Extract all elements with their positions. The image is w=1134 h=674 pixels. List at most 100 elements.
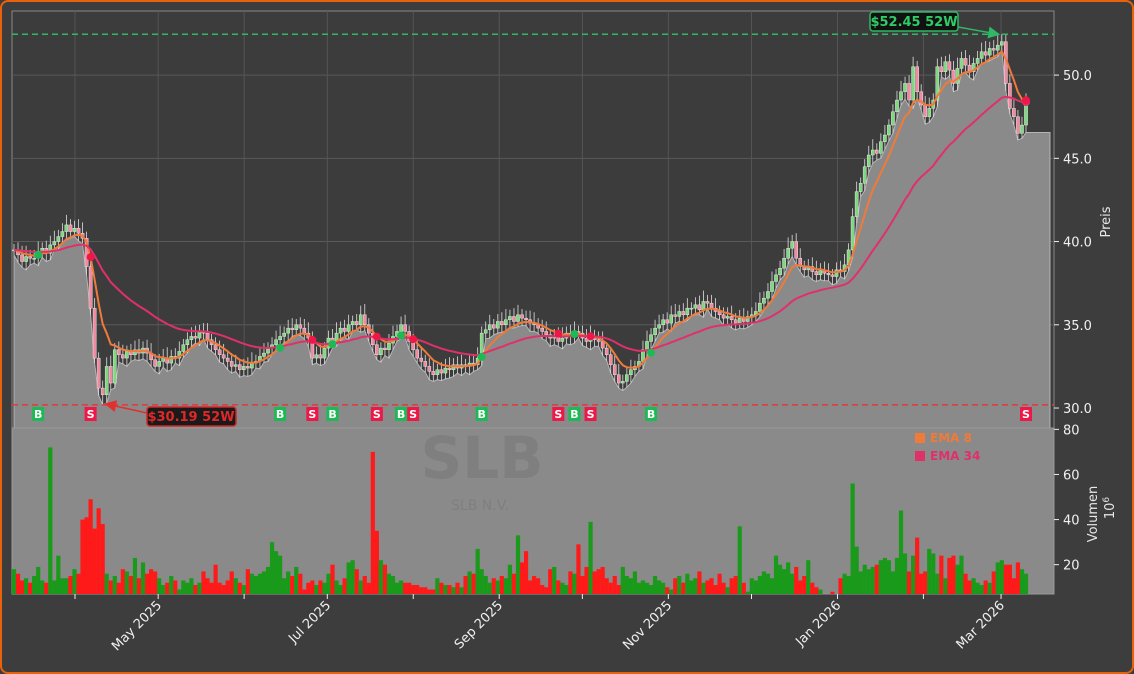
volume-bar	[963, 573, 968, 594]
volume-bar	[15, 573, 21, 594]
volume-bar	[656, 580, 662, 594]
volume-bar	[689, 580, 694, 594]
buy-signal: B	[395, 331, 408, 421]
volume-bar	[612, 575, 617, 594]
volume-bar	[346, 562, 351, 594]
volume-bar	[302, 589, 307, 594]
signal-dot	[477, 352, 486, 361]
signal-dot	[86, 253, 95, 262]
volume-bar	[447, 584, 452, 594]
watermark-company: SLB N.V.	[451, 498, 509, 514]
volume-bar	[987, 582, 992, 594]
volume-bar	[56, 555, 61, 594]
volume-bar	[959, 555, 964, 594]
candle	[237, 358, 242, 378]
volume-bar	[915, 537, 920, 594]
volume-bar	[717, 573, 722, 594]
candle-body	[350, 321, 355, 325]
candle-body	[701, 301, 706, 311]
y-tick-label: 40.0	[1063, 236, 1092, 251]
candle-body	[358, 314, 363, 325]
candle-body	[834, 269, 839, 277]
candle-body	[883, 134, 887, 142]
candle-body	[1024, 103, 1028, 126]
candle	[524, 310, 528, 326]
candle	[286, 319, 290, 342]
candle-body	[278, 336, 282, 340]
candle-body	[608, 354, 613, 365]
candle-body	[818, 269, 823, 276]
volume-bar	[1007, 564, 1012, 594]
candle-body	[242, 366, 246, 370]
volume-bar	[616, 584, 621, 594]
candle-body	[399, 324, 403, 332]
volume-bar	[846, 575, 851, 594]
candle	[1000, 34, 1004, 51]
volume-bar	[354, 569, 359, 594]
y-tick-label: 30.0	[1063, 402, 1092, 417]
candle-body	[1020, 124, 1024, 134]
volume-bar	[991, 571, 996, 594]
volume-bar	[36, 566, 41, 594]
volume-bar	[217, 582, 222, 594]
candle-body	[681, 311, 686, 316]
volume-bar	[326, 573, 331, 594]
volume-bar	[157, 578, 162, 594]
candle-body	[56, 236, 61, 242]
candle-body	[169, 356, 174, 364]
candle	[983, 40, 988, 63]
candle-body	[294, 324, 299, 330]
v-tick-label: 60	[1063, 468, 1080, 483]
candle-body	[854, 191, 859, 217]
y-tick-label: 50.0	[1063, 69, 1092, 84]
candle	[193, 325, 198, 344]
candle-body	[387, 342, 391, 350]
volume-bar	[48, 447, 53, 594]
signal-badge	[326, 407, 339, 421]
volume-bar	[560, 582, 565, 594]
signal-badge	[552, 407, 565, 421]
volume-bar	[983, 580, 988, 594]
candle	[60, 223, 65, 243]
candle	[112, 343, 117, 389]
candle	[1012, 97, 1016, 126]
volume-bar	[584, 566, 589, 594]
volume-bar	[310, 580, 315, 594]
volume-bar	[713, 584, 718, 594]
volume-bar	[338, 584, 343, 594]
candle	[947, 54, 952, 76]
volume-bar	[995, 562, 1000, 594]
volume-bar	[858, 571, 863, 594]
candle	[673, 303, 678, 324]
signal-dot	[276, 343, 285, 352]
candle	[915, 60, 919, 99]
candle-body	[774, 274, 778, 282]
volume-bar	[527, 580, 533, 594]
candle-body	[721, 314, 726, 319]
candle	[544, 321, 549, 341]
candle-body	[189, 336, 194, 340]
candle	[608, 347, 613, 374]
volume-bar	[540, 584, 545, 594]
candle-body	[508, 316, 512, 320]
candle-body	[60, 231, 65, 237]
volume-bar	[253, 575, 259, 594]
volume-bar	[423, 587, 428, 594]
volume-bar	[273, 551, 279, 594]
candle-body	[887, 124, 891, 136]
price-axis-label: Preis	[1099, 206, 1114, 237]
signal-label: S	[308, 408, 316, 421]
candle-body	[354, 321, 359, 325]
volume-bar	[911, 555, 916, 594]
candle	[854, 181, 859, 224]
volume-bar	[854, 546, 859, 594]
candle-body	[112, 349, 117, 384]
candle-body	[830, 274, 835, 277]
candle-body	[596, 339, 601, 342]
signal-badge	[645, 407, 658, 421]
signal-dot	[308, 335, 317, 344]
volume-bar	[455, 582, 460, 594]
candle-body	[435, 369, 440, 375]
candle-body	[383, 347, 387, 350]
volume-bar	[749, 578, 754, 594]
